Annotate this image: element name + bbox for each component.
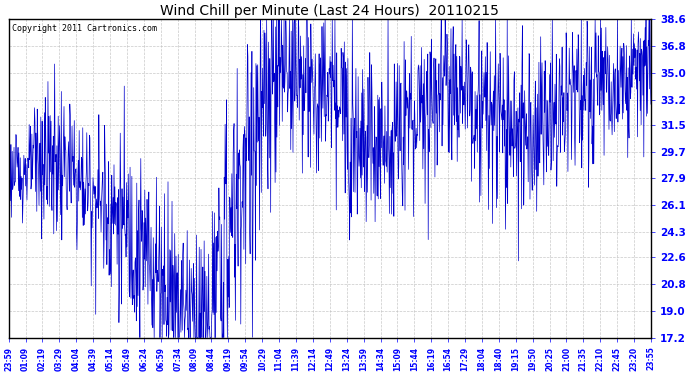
Title: Wind Chill per Minute (Last 24 Hours)  20110215: Wind Chill per Minute (Last 24 Hours) 20… <box>160 4 500 18</box>
Text: Copyright 2011 Cartronics.com: Copyright 2011 Cartronics.com <box>12 24 157 33</box>
